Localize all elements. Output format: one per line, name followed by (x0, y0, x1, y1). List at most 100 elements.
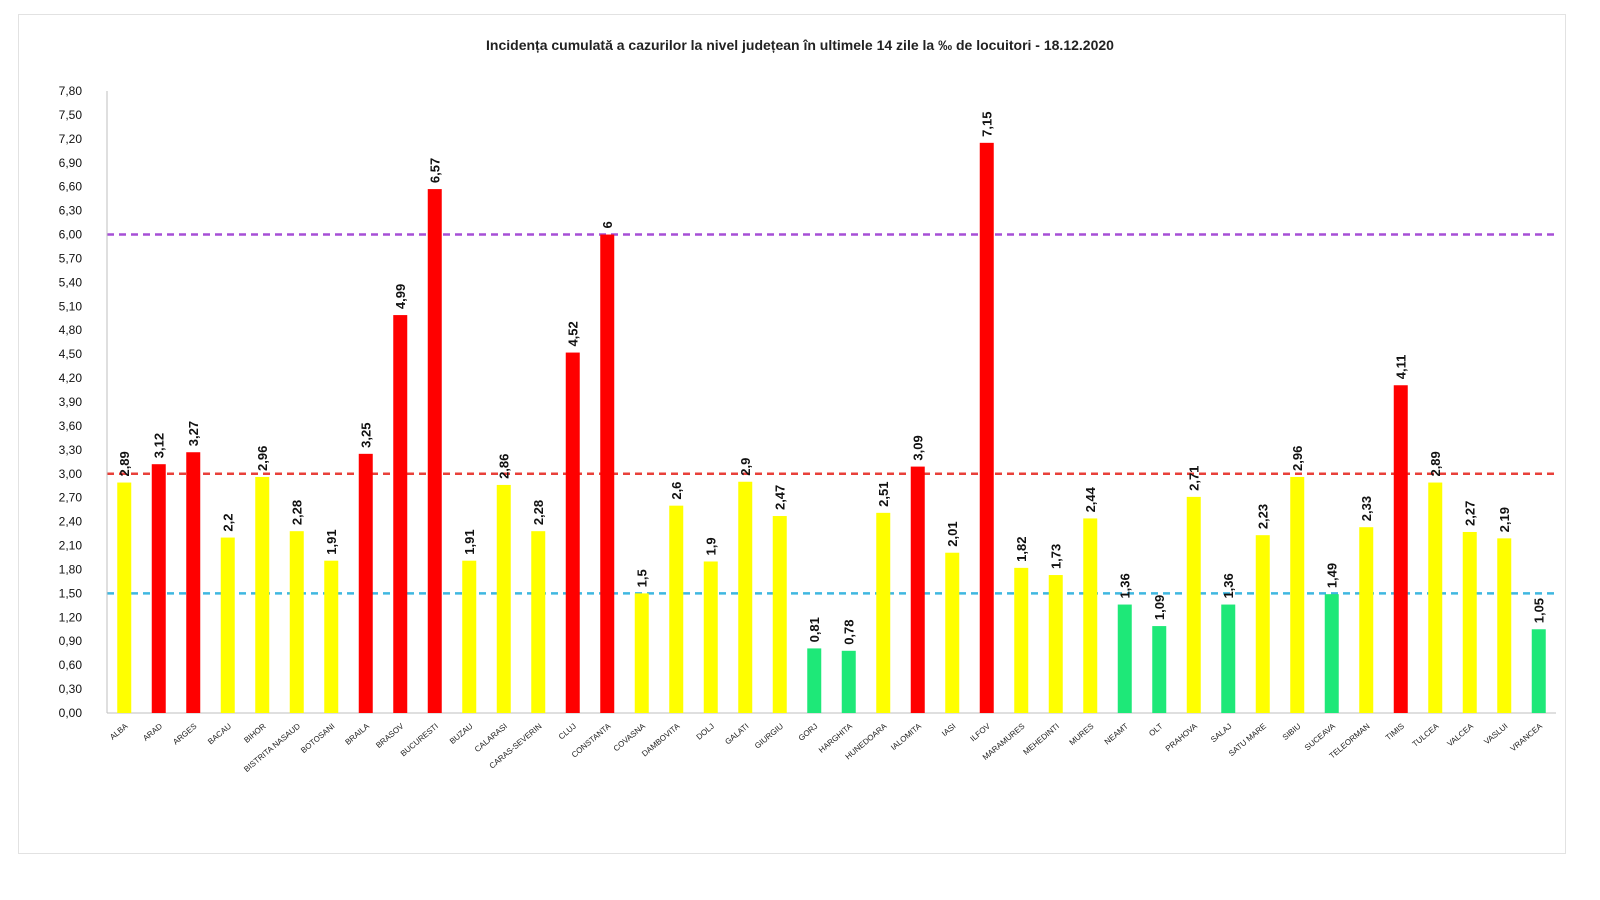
bar (186, 452, 201, 713)
data-label: 2,28 (531, 500, 546, 525)
bar (1428, 482, 1443, 713)
x-tick-label: BUZAU (448, 722, 475, 746)
data-label: 2,96 (1290, 446, 1305, 471)
bar (1014, 567, 1029, 713)
x-tick-label: ARAD (141, 721, 164, 742)
y-tick-label: 3,00 (59, 467, 83, 481)
bar (1462, 531, 1477, 713)
threshold-lines (107, 233, 1556, 595)
y-tick-label: 0,00 (59, 706, 83, 720)
data-label: 3,25 (359, 423, 374, 448)
y-tick-label: 6,00 (59, 228, 83, 242)
bar (1221, 604, 1236, 713)
bar (151, 464, 166, 713)
x-tick-label: SIBIU (1281, 722, 1303, 742)
x-tick-label: VASLUI (1482, 722, 1509, 747)
x-tick-label: ILFOV (969, 721, 993, 743)
data-label: 2,19 (1497, 507, 1512, 532)
x-tick-label: SALAJ (1209, 722, 1234, 745)
bar (358, 453, 373, 713)
bar (1083, 518, 1098, 713)
bar (531, 531, 546, 713)
data-label: 2,89 (117, 451, 132, 476)
data-label: 2,89 (1428, 451, 1443, 476)
x-tick-label: TULCEA (1411, 721, 1441, 749)
data-label: 1,09 (1152, 595, 1167, 620)
data-label: 2,9 (738, 458, 753, 476)
x-tick-label: OLT (1147, 722, 1164, 739)
bar (496, 484, 511, 713)
bar (876, 512, 891, 713)
bar (1117, 604, 1132, 713)
y-axis: 0,00 0,30 0,60 0,90 1,20 1,50 1,80 2,10 2,40 2,70… (59, 84, 1556, 720)
data-labels: 2,893,12 3,272,22,962,281,913,254,996,571… (117, 112, 1547, 645)
y-tick-label: 7,20 (59, 132, 83, 146)
y-tick-label: 1,50 (59, 586, 83, 600)
bar (1393, 385, 1408, 713)
y-tick-label: 0,30 (59, 682, 83, 696)
data-label: 2,47 (773, 485, 788, 510)
bar (945, 552, 960, 713)
data-label: 2,86 (497, 454, 512, 479)
x-tick-label: IALOMITA (889, 721, 923, 752)
data-label: 3,09 (911, 435, 926, 460)
x-tick-label: DAMBOVITA (640, 721, 682, 758)
bar (565, 352, 580, 713)
y-tick-label: 6,30 (59, 204, 83, 218)
data-label: 2,44 (1083, 486, 1098, 512)
y-tick-label: 3,60 (59, 419, 83, 433)
data-label: 0,81 (807, 617, 822, 642)
bar (220, 537, 235, 713)
x-tick-label: CLUJ (557, 722, 578, 742)
y-tick-label: 6,90 (59, 156, 83, 170)
data-label: 3,12 (152, 433, 167, 458)
y-tick-label: 6,60 (59, 180, 83, 194)
x-tick-label: PRAHOVA (1164, 721, 1200, 753)
data-label: 7,15 (980, 112, 995, 137)
bar (910, 466, 925, 713)
y-tick-label: 4,50 (59, 347, 83, 361)
x-tick-label: NEAMT (1103, 722, 1130, 747)
bar (393, 315, 408, 713)
y-tick-label: 0,60 (59, 658, 83, 672)
data-label: 2,96 (255, 446, 270, 471)
bar (427, 189, 442, 714)
y-tick-label: 2,40 (59, 515, 83, 529)
bar (1048, 575, 1063, 713)
x-tick-label: IASI (940, 722, 957, 739)
bar (807, 648, 822, 713)
data-label: 6,57 (428, 158, 443, 183)
bars (117, 142, 1546, 714)
data-label: 3,27 (186, 421, 201, 446)
data-label: 2,51 (876, 482, 891, 507)
bar (1186, 496, 1201, 713)
bar (324, 560, 339, 713)
data-label: 2,01 (945, 521, 960, 546)
y-tick-label: 5,40 (59, 275, 83, 289)
x-tick-label: SUCEAVA (1303, 721, 1338, 752)
x-tick-label: DOLJ (695, 722, 716, 742)
y-tick-label: 7,50 (59, 108, 83, 122)
data-label: 2,23 (1256, 504, 1271, 529)
x-tick-label: VRANCEA (1509, 721, 1545, 753)
bar (462, 560, 477, 713)
data-label: 4,11 (1394, 355, 1409, 380)
data-label: 2,2 (221, 513, 236, 531)
data-label: 1,5 (635, 569, 650, 587)
data-label: 2,27 (1463, 501, 1478, 526)
y-tick-label: 3,30 (59, 443, 83, 457)
data-label: 4,99 (393, 284, 408, 309)
data-label: 1,05 (1532, 598, 1547, 623)
data-label: 0,78 (842, 619, 857, 644)
data-label: 1,36 (1118, 573, 1133, 598)
x-tick-label: GORJ (797, 722, 820, 743)
chart-title: Incidența cumulată a cazurilor la nivel … (486, 37, 1114, 53)
bar (634, 593, 649, 713)
bar (255, 476, 270, 713)
bar (600, 234, 615, 714)
x-tick-label: BRAILA (343, 721, 371, 747)
x-tick-label: GALATI (723, 722, 750, 747)
x-tick-label: COVASNA (612, 721, 648, 753)
y-tick-label: 3,90 (59, 395, 83, 409)
